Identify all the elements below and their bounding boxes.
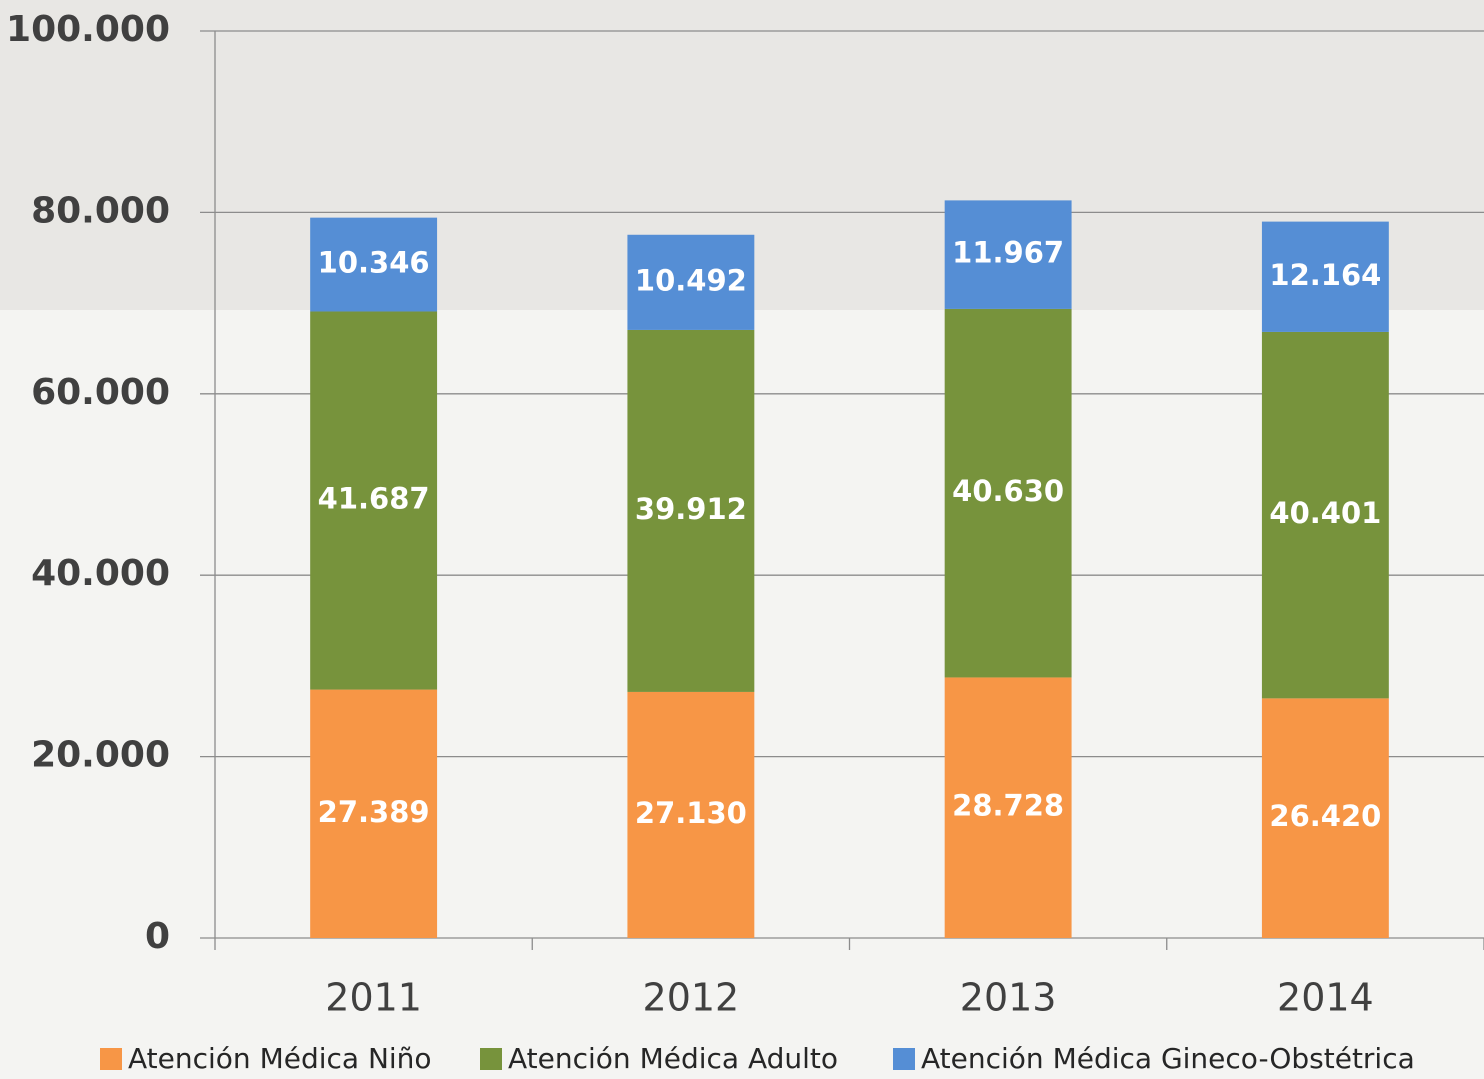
- legend-label: Atención Médica Adulto: [508, 1042, 838, 1075]
- bar-segment: [627, 691, 755, 938]
- bar-segment: [310, 217, 438, 312]
- value-label: 40.401: [1269, 496, 1381, 530]
- value-label: 28.728: [952, 789, 1064, 823]
- y-tick-label: 0: [145, 916, 170, 957]
- value-label: 40.630: [952, 474, 1064, 508]
- legend-swatch: [893, 1048, 915, 1070]
- bar-segment: [1261, 331, 1389, 699]
- legend-swatch: [100, 1048, 122, 1070]
- value-label: 12.164: [1269, 258, 1381, 292]
- x-tick-label: 2013: [960, 976, 1057, 1020]
- y-tick-label: 40.000: [31, 553, 170, 594]
- value-label: 10.346: [318, 246, 430, 280]
- y-tick-label: 100.000: [6, 9, 170, 50]
- bar-segment: [310, 311, 438, 690]
- bar-segment: [1261, 221, 1389, 332]
- y-tick-label: 80.000: [31, 190, 170, 231]
- bar-segment: [627, 234, 755, 330]
- value-label: 27.130: [635, 796, 747, 830]
- x-tick-label: 2014: [1277, 976, 1374, 1020]
- bar-segment: [1261, 698, 1389, 938]
- bar-segment: [627, 329, 755, 692]
- bar-segment: [944, 308, 1072, 678]
- value-label: 27.389: [318, 795, 430, 829]
- y-tick-label: 60.000: [31, 372, 170, 413]
- legend-label: Atención Médica Gineco-Obstétrica: [921, 1042, 1415, 1075]
- bar-segment: [310, 689, 438, 938]
- value-label: 39.912: [635, 492, 747, 526]
- value-label: 41.687: [318, 482, 430, 516]
- value-label: 10.492: [635, 263, 747, 297]
- value-label: 26.420: [1269, 799, 1381, 833]
- y-tick-label: 20.000: [31, 735, 170, 776]
- bar-segment: [944, 677, 1072, 938]
- x-tick-label: 2012: [643, 976, 740, 1020]
- legend-label: Atención Médica Niño: [128, 1042, 432, 1075]
- legend-swatch: [480, 1048, 502, 1070]
- x-tick-label: 2011: [325, 976, 422, 1020]
- value-label: 11.967: [952, 236, 1064, 270]
- bar-segment: [944, 200, 1072, 309]
